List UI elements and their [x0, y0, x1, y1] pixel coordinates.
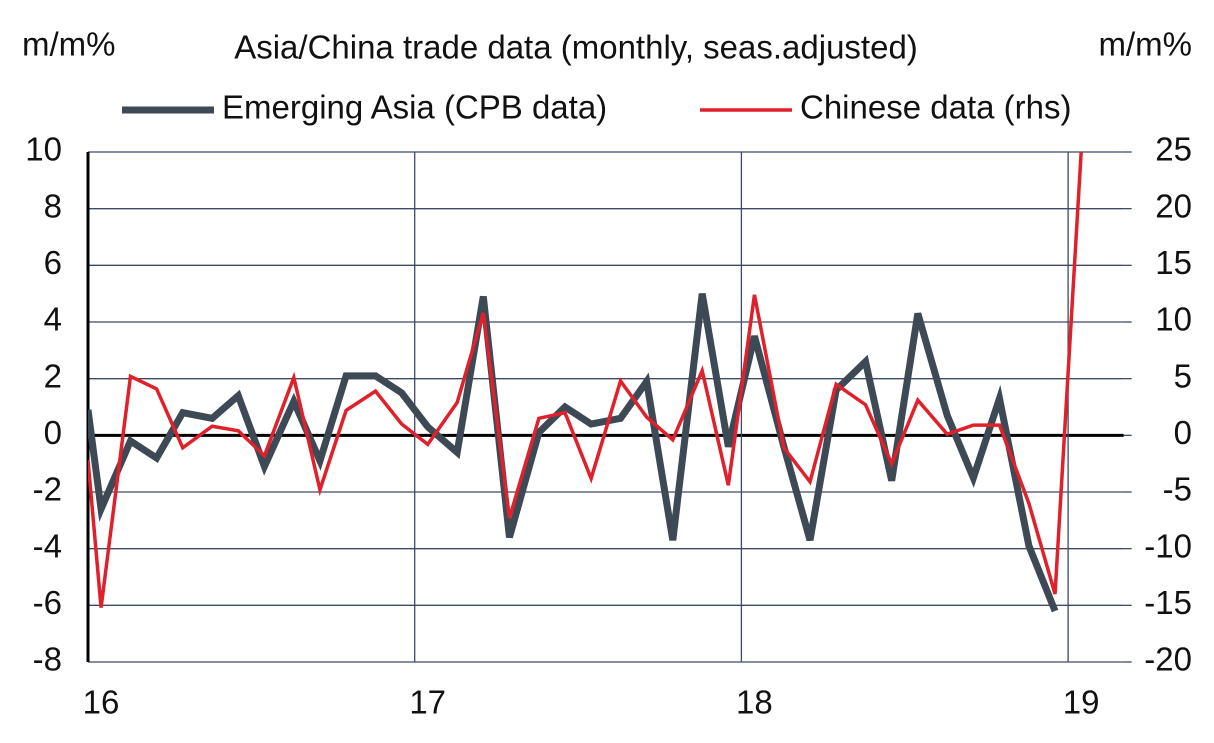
y2-tick-label: 15: [1155, 244, 1192, 281]
y-tick-label: 2: [44, 357, 62, 394]
y-tick-label: 4: [44, 301, 62, 338]
y-tick-label: -4: [33, 527, 62, 564]
y2-tick-label: 5: [1174, 357, 1192, 394]
y-tick-label: -6: [33, 584, 62, 621]
y2-tick-label: 25: [1155, 131, 1192, 168]
y2-tick-label: -15: [1144, 584, 1192, 621]
y2-tick-label: 20: [1155, 187, 1192, 224]
y2-tick-label: 0: [1174, 414, 1192, 451]
series-line: [88, 152, 1083, 608]
y-tick-label: 8: [44, 187, 62, 224]
x-tick-label: 17: [409, 684, 446, 721]
y-tick-label: 0: [44, 414, 62, 451]
legend-label: Emerging Asia (CPB data): [222, 89, 607, 126]
x-tick-label: 16: [83, 684, 120, 721]
y2-tick-label: -10: [1144, 527, 1192, 564]
y2-axis-label: m/m%: [1099, 26, 1193, 63]
x-tick-label: 19: [1063, 684, 1100, 721]
x-tick-label: 18: [736, 684, 773, 721]
y-axis-label: m/m%: [22, 26, 116, 63]
series-line: [88, 293, 1059, 613]
y-tick-label: 6: [44, 244, 62, 281]
y-tick-label: 10: [25, 131, 62, 168]
y2-tick-label: 10: [1155, 301, 1192, 338]
y2-tick-label: -20: [1144, 641, 1192, 678]
chart-title: Asia/China trade data (monthly, seas.adj…: [234, 29, 918, 66]
legend-label: Chinese data (rhs): [800, 89, 1071, 126]
y2-tick-label: -5: [1163, 471, 1192, 508]
y-tick-label: -2: [33, 471, 62, 508]
y-tick-label: -8: [33, 641, 62, 678]
